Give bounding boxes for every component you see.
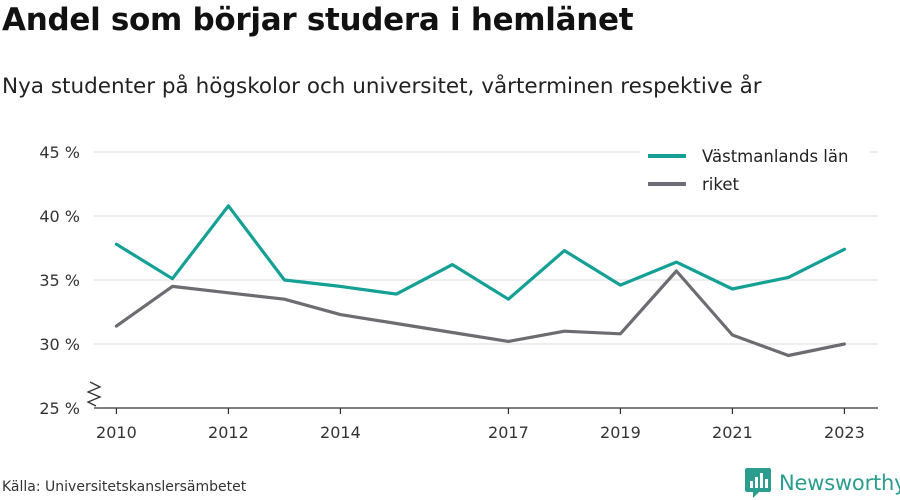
chart-subtitle: Nya studenter på högskolor och universit… [2,74,762,99]
y-tick-label: 30 % [39,335,80,354]
newsworthy-logo: Newsworthy [745,468,900,498]
legend-label: Västmanlands län [702,147,848,166]
y-tick-label: 35 % [39,271,80,290]
x-tick-label: 2010 [96,423,137,442]
brand-name: Newsworthy [779,471,900,495]
source-note: Källa: Universitetskanslersämbetet [2,479,247,495]
series-line [114,204,846,301]
axis-break-marker [86,381,102,407]
chart-title: Andel som börjar studera i hemlänet [2,2,634,38]
newsworthy-logo-icon [745,468,771,498]
line-chart: 25 % 30 % 35 % 40 % 45 % 2010 2012 2014 2017 2019… [39,143,878,442]
y-tick-label: 45 % [39,143,80,162]
y-tick-label: 40 % [39,207,80,226]
legend-label: riket [702,175,739,194]
x-tick-label: 2014 [320,423,361,442]
series-line [114,269,846,358]
x-tick-label: 2012 [208,423,249,442]
x-tick-label: 2023 [824,423,865,442]
x-tick-label: 2017 [488,423,529,442]
y-tick-label: 25 % [39,399,80,418]
x-tick-label: 2021 [712,423,753,442]
x-tick-label: 2019 [600,423,641,442]
